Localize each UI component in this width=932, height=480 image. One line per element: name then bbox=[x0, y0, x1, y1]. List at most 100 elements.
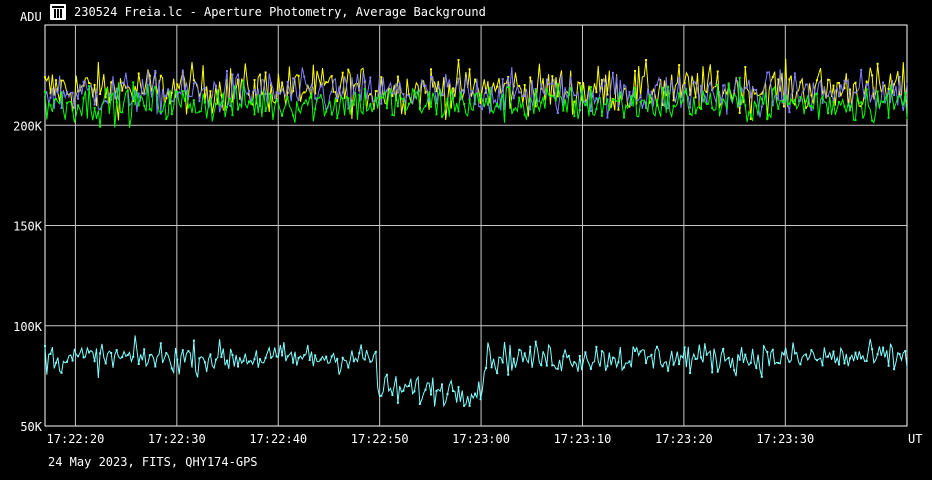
data-point bbox=[104, 88, 107, 91]
data-point bbox=[347, 366, 350, 369]
data-point bbox=[286, 91, 289, 94]
data-point bbox=[170, 113, 173, 116]
data-point bbox=[270, 82, 273, 85]
data-point bbox=[893, 368, 896, 371]
data-point bbox=[617, 361, 620, 364]
observation-info: 24 May 2023, FITS, QHY174-GPS bbox=[48, 455, 258, 469]
data-point bbox=[82, 356, 85, 359]
data-point bbox=[253, 113, 256, 116]
data-point bbox=[391, 94, 394, 97]
data-point bbox=[689, 372, 692, 374]
data-point bbox=[468, 98, 471, 101]
data-point bbox=[694, 81, 697, 84]
data-point bbox=[479, 105, 482, 108]
data-point bbox=[893, 94, 896, 96]
data-point bbox=[441, 93, 443, 96]
data-point bbox=[490, 86, 493, 89]
data-point bbox=[838, 101, 840, 103]
data-point bbox=[738, 358, 741, 361]
data-point bbox=[639, 100, 642, 103]
data-point bbox=[529, 97, 532, 100]
data-point bbox=[645, 106, 647, 109]
series-1 bbox=[44, 58, 908, 121]
data-point bbox=[385, 89, 388, 92]
data-point bbox=[600, 78, 603, 81]
data-point bbox=[242, 359, 245, 362]
data-point bbox=[501, 93, 504, 96]
data-point bbox=[490, 366, 493, 369]
data-point bbox=[788, 360, 791, 363]
data-point bbox=[474, 93, 477, 96]
data-point bbox=[782, 353, 785, 356]
data-point bbox=[838, 82, 840, 84]
data-point bbox=[821, 95, 824, 98]
data-point bbox=[143, 104, 146, 107]
data-point bbox=[303, 102, 306, 105]
data-point bbox=[391, 92, 394, 95]
data-point bbox=[121, 81, 124, 84]
data-point bbox=[766, 118, 769, 121]
data-point bbox=[248, 89, 250, 92]
data-point bbox=[860, 357, 863, 360]
data-point bbox=[501, 89, 504, 92]
data-point bbox=[203, 101, 206, 104]
data-point bbox=[88, 351, 91, 354]
data-point bbox=[452, 97, 454, 99]
data-point bbox=[55, 361, 57, 364]
data-point bbox=[231, 73, 234, 76]
data-point bbox=[165, 94, 168, 97]
data-point bbox=[457, 386, 460, 389]
data-point bbox=[88, 85, 91, 88]
data-point bbox=[854, 81, 857, 84]
photometry-app-icon[interactable] bbox=[50, 4, 66, 20]
data-point bbox=[115, 87, 118, 90]
data-point bbox=[827, 95, 829, 98]
data-point bbox=[584, 100, 587, 103]
data-point bbox=[463, 404, 466, 407]
data-point bbox=[380, 76, 383, 79]
data-point bbox=[661, 100, 664, 103]
data-point bbox=[226, 359, 228, 362]
data-point bbox=[137, 72, 140, 75]
data-point bbox=[170, 91, 173, 94]
data-point bbox=[270, 356, 273, 359]
data-point bbox=[165, 97, 168, 100]
data-point bbox=[176, 358, 179, 361]
data-point bbox=[165, 117, 168, 120]
data-point bbox=[562, 104, 565, 106]
data-point bbox=[325, 81, 328, 84]
data-point bbox=[815, 92, 818, 95]
y-tick-label: 200K bbox=[13, 119, 43, 133]
data-point bbox=[418, 108, 421, 111]
data-point bbox=[876, 62, 879, 65]
data-point bbox=[667, 85, 670, 88]
data-point bbox=[722, 348, 725, 350]
data-point bbox=[573, 115, 576, 118]
data-point bbox=[126, 85, 129, 88]
data-point bbox=[639, 350, 642, 353]
data-point bbox=[77, 90, 80, 93]
data-point bbox=[358, 352, 361, 355]
data-point bbox=[672, 99, 675, 102]
data-point bbox=[303, 91, 306, 94]
data-point bbox=[523, 113, 526, 116]
data-point bbox=[578, 355, 581, 357]
data-point bbox=[424, 105, 427, 108]
data-point bbox=[237, 365, 239, 368]
data-point bbox=[738, 111, 741, 114]
data-point bbox=[374, 350, 377, 353]
data-point bbox=[292, 77, 295, 80]
data-point bbox=[132, 355, 135, 358]
data-point bbox=[882, 346, 885, 349]
data-point bbox=[716, 370, 719, 373]
data-point bbox=[352, 360, 355, 363]
series-4 bbox=[44, 335, 908, 408]
data-point bbox=[887, 364, 890, 367]
data-point bbox=[198, 94, 201, 97]
data-point bbox=[562, 355, 565, 358]
data-point bbox=[457, 110, 460, 113]
data-point bbox=[121, 356, 124, 359]
data-point bbox=[876, 353, 879, 356]
data-point bbox=[452, 87, 454, 90]
data-point bbox=[314, 92, 317, 95]
